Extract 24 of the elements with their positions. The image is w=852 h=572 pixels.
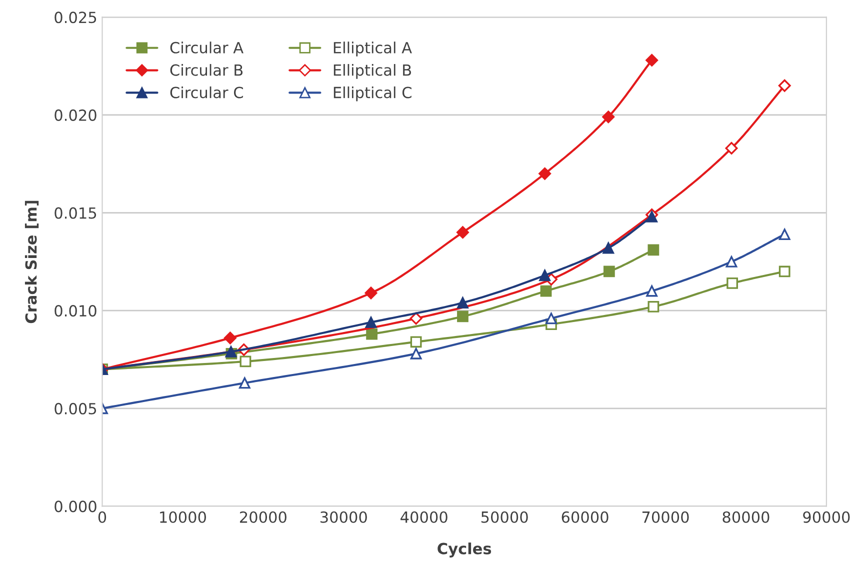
x-tick-label: 20000 [240,511,286,523]
legend-label: Elliptical A [334,42,412,56]
x-tick-label: 0 [98,511,106,523]
x-tick-label: 90000 [803,511,850,523]
x-tick-label: 50000 [481,511,528,523]
y-tick-label: 0.025 [54,12,96,24]
x-tick-label: 60000 [562,511,608,523]
y-tick-label: 0.000 [54,500,96,512]
y-axis-title: Crack Size [m] [24,200,39,324]
x-tick-label: 10000 [160,511,206,523]
legend-label: Circular B [170,64,243,76]
y-tick-label: 0.015 [54,207,96,219]
legend-label: Circular C [170,86,243,98]
x-axis-title: Cycles [438,542,492,558]
x-tick-label: 80000 [722,511,770,523]
y-tick-label: 0.005 [54,402,96,414]
legend-label: Elliptical B [334,64,411,79]
y-tick-label: 0.020 [54,109,96,121]
legend-label: Circular A [170,42,244,54]
x-tick-label: 40000 [400,511,448,523]
y-tick-label: 0.010 [54,305,96,317]
legend-label: Elliptical C [334,86,412,102]
x-tick-label: 30000 [320,511,367,523]
x-tick-label: 70000 [642,511,689,523]
